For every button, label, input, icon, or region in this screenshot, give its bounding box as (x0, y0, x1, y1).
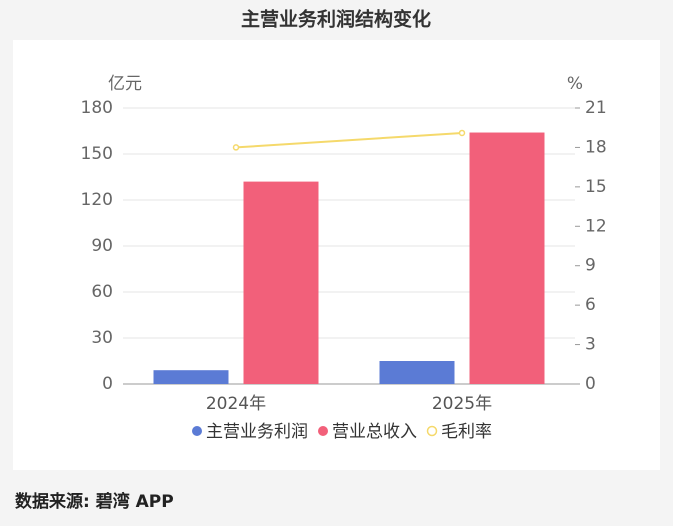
y-tick-label: 150 (81, 144, 113, 164)
legend-marker (426, 425, 438, 437)
legend-label: 营业总收入 (332, 422, 417, 442)
legend-label: 毛利率 (441, 422, 492, 442)
x-tick-label: 2024年 (206, 394, 266, 414)
bar (469, 132, 545, 384)
y2-tick-label: 3 (585, 335, 596, 355)
y-tick-label: 120 (81, 190, 113, 210)
y2-tick-label: 18 (585, 137, 607, 157)
chart-panel (13, 40, 660, 470)
y-tick-label: 180 (81, 98, 113, 118)
y-tick-label: 60 (91, 282, 113, 302)
line-point (458, 129, 466, 137)
y2-tick-label: 12 (585, 216, 607, 236)
bar (243, 181, 319, 384)
bar (153, 370, 229, 384)
line-series (235, 131, 463, 149)
legend-marker (192, 426, 202, 436)
y2-tick-label: 9 (585, 256, 596, 276)
y-tick-label: 30 (91, 328, 113, 348)
legend-label: 主营业务利润 (206, 422, 308, 442)
y-axis-label: 亿元 (108, 74, 142, 94)
y2-tick-label: 0 (585, 374, 596, 394)
y2-tick-label: 21 (585, 98, 607, 118)
y2-tick-label: 6 (585, 295, 596, 315)
source-note: 数据来源: 碧湾 APP (15, 491, 174, 512)
y2-tick-label: 15 (585, 177, 607, 197)
line-point (232, 144, 240, 151)
y-tick-label: 90 (91, 236, 113, 256)
y-tick-label: 0 (102, 374, 113, 394)
x-tick-label: 2025年 (432, 394, 492, 414)
bar (379, 361, 455, 384)
legend-marker (318, 426, 328, 436)
chart-title: 主营业务利润结构变化 (241, 8, 431, 31)
y2-axis-label: % (567, 74, 583, 94)
